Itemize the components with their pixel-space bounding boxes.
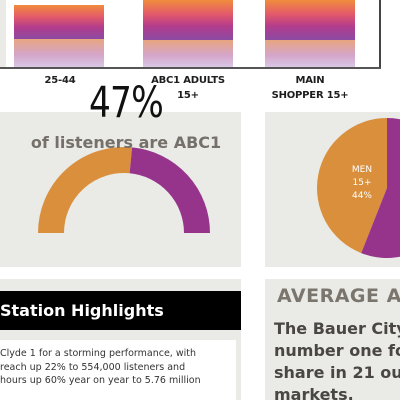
- gauge-value: 47%: [88, 78, 164, 128]
- station-highlights-title: Station Highlights: [0, 301, 164, 320]
- gender-pie: [317, 118, 400, 258]
- average-line: The Bauer City: [274, 319, 400, 338]
- gauge-caption: of listeners are ABC1: [30, 133, 222, 152]
- pie-slice-men: [317, 118, 387, 254]
- abc1-gauge-panel: [0, 112, 241, 267]
- x-tick-label-abc1-adults: ABC1 ADULTS 15+: [151, 75, 225, 101]
- station-highlights-header: [0, 291, 241, 330]
- bar-ghost-25-44: [14, 39, 104, 67]
- gauge-arc-remaining: [38, 147, 133, 234]
- x-axis-line: [0, 67, 381, 69]
- gauge-arc-abc1: [129, 147, 210, 234]
- abc1-gauge: [38, 147, 210, 234]
- highlights-line: reach up 22% to 554,000 listeners and: [0, 361, 186, 373]
- audience-bar-chart: 25-44 ABC1 ADULTS 15+ MAIN SHOPPER 15+: [0, 0, 400, 105]
- bar-abc1-adults: [143, 0, 233, 40]
- chart-divider: [379, 0, 381, 69]
- average-line: share in 21 out: [274, 363, 400, 382]
- highlights-line: Clyde 1 for a storming performance, with: [0, 348, 197, 359]
- station-highlights-text: Clyde 1 for a storming performance, with…: [0, 347, 222, 388]
- average-title: AVERAGE AG: [277, 285, 400, 307]
- highlights-line: hours up 60% year on year to 5.76 millio…: [0, 375, 201, 386]
- average-text: The Bauer City number one fo share in 21…: [274, 318, 400, 406]
- gender-pie-panel: [265, 112, 400, 267]
- bar-main-shopper: [265, 0, 355, 40]
- average-line: number one fo: [274, 341, 400, 360]
- station-highlights-card: [0, 340, 236, 400]
- bar-ghost-abc1-adults: [143, 40, 233, 67]
- pie-slice-other: [361, 118, 400, 258]
- x-tick-label-main-shopper: MAIN SHOPPER 15+: [271, 75, 349, 101]
- x-tick-label-25-44: 25-44: [44, 75, 76, 86]
- bar-25-44: [14, 5, 104, 39]
- left-panel-edge: [0, 0, 6, 68]
- bar-ghost-main-shopper: [265, 40, 355, 67]
- average-line: markets.: [274, 385, 354, 404]
- pie-label-men: MEN 15+ 44%: [351, 165, 373, 201]
- average-panel: [265, 279, 400, 400]
